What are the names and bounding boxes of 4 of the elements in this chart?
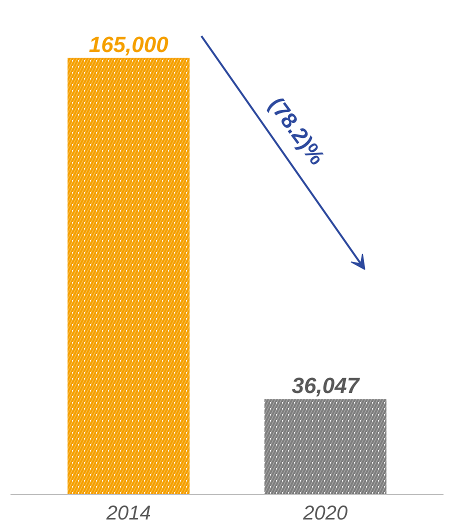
data-label: 36,047: [292, 373, 361, 398]
x-tick-label: 2014: [105, 502, 151, 522]
x-tick-label: 2020: [302, 502, 348, 522]
data-label: 165,000: [88, 32, 170, 57]
